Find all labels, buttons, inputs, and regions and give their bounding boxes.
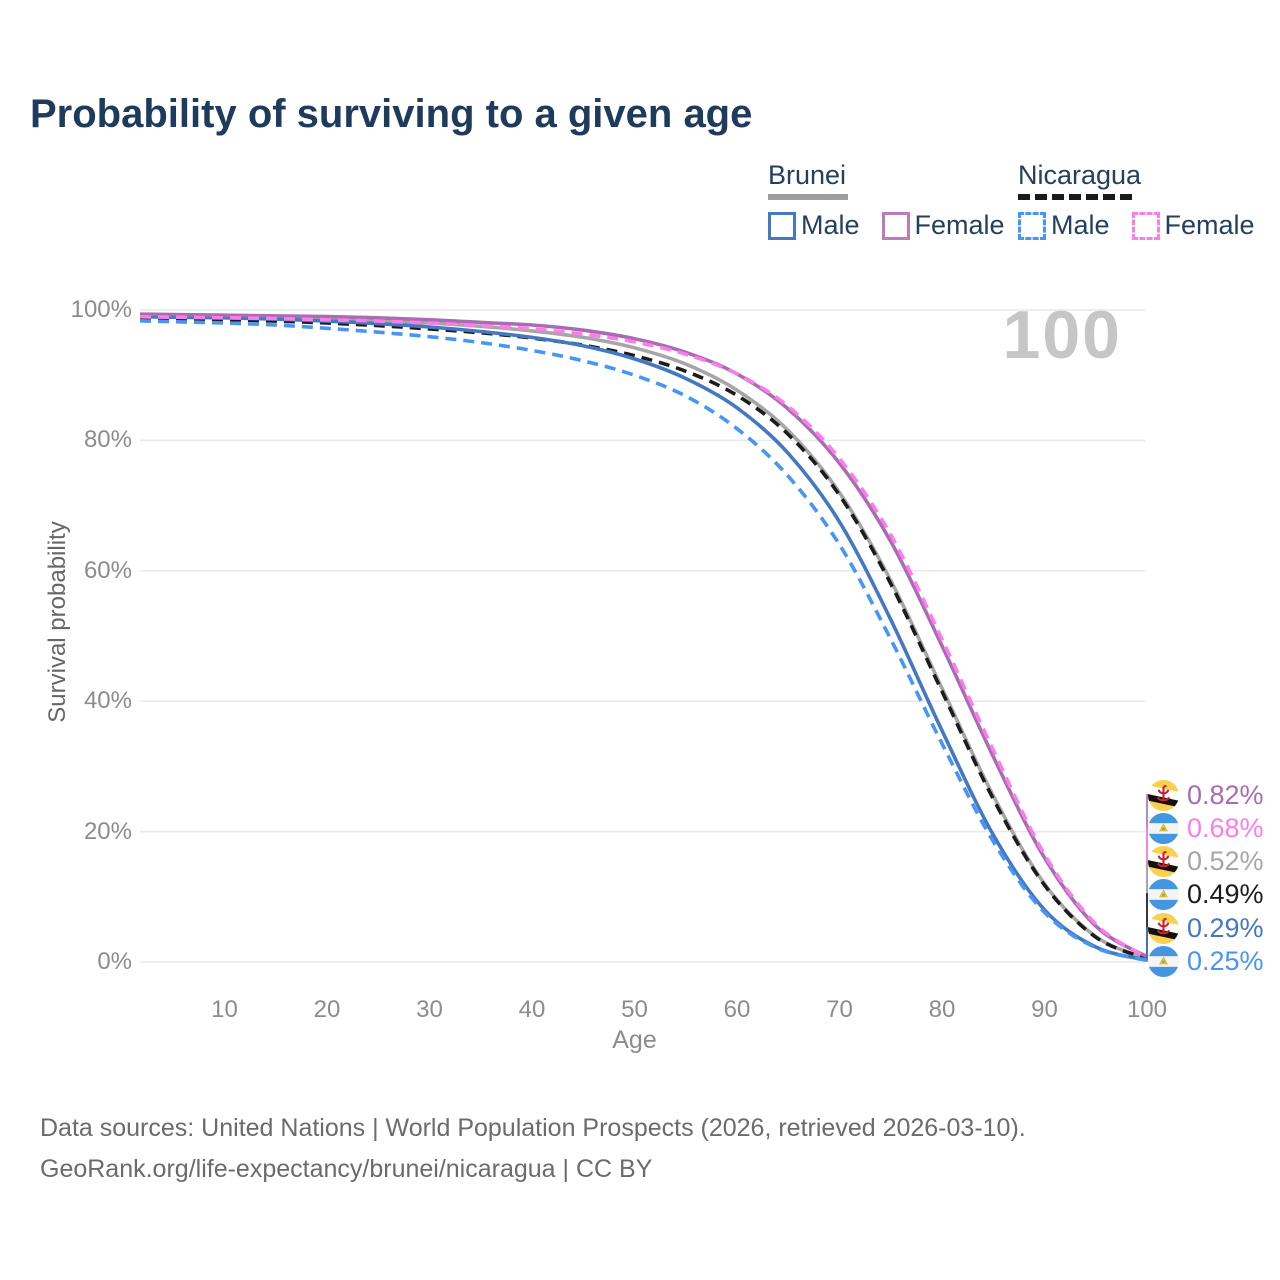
- end-label-brunei-all: 0.52%: [1148, 845, 1264, 877]
- y-tick-label: 40%: [83, 687, 132, 715]
- x-axis-title: Age: [612, 1026, 657, 1054]
- end-label-value: 0.29%: [1187, 912, 1264, 943]
- series-line-brunei-all: [140, 313, 1148, 961]
- y-tick-label: 100%: [70, 296, 132, 323]
- y-tick-label: 20%: [83, 817, 132, 845]
- x-tick-label: 40: [518, 996, 546, 1023]
- end-label-value: 0.52%: [1187, 845, 1264, 876]
- legend-label-nicaragua-female[interactable]: Female: [1164, 210, 1255, 240]
- legend-country-nicaragua: Nicaragua: [1018, 160, 1142, 190]
- series-line-nicaragua-female: [140, 314, 1148, 960]
- x-tick-label: 30: [416, 996, 443, 1023]
- end-label-brunei-female: 0.82%: [1148, 779, 1264, 811]
- nicaragua-flag-icon: [1148, 812, 1179, 844]
- nicaragua-flag-icon: [1148, 878, 1179, 910]
- x-tick-label: 50: [621, 996, 648, 1023]
- end-label-value: 0.25%: [1187, 945, 1264, 976]
- chart-title: Probability of surviving to a given age: [30, 92, 753, 136]
- legend-country-brunei: Brunei: [768, 160, 847, 190]
- end-label-value: 0.49%: [1187, 878, 1264, 909]
- footer-attribution: GeoRank.org/life-expectancy/brunei/nicar…: [40, 1155, 653, 1183]
- series-line-nicaragua-male: [140, 319, 1148, 963]
- legend-swatch-nicaragua-male[interactable]: [1018, 211, 1046, 240]
- series-line-brunei-male: [140, 314, 1148, 962]
- legend-label-brunei-male[interactable]: Male: [801, 210, 860, 240]
- x-tick-label: 20: [313, 996, 341, 1023]
- brunei-solid-line-swatch: [768, 194, 848, 200]
- series-line-brunei-female: [140, 312, 1148, 959]
- end-label-nicaragua-female: 0.68%: [1148, 812, 1264, 844]
- legend-group-nicaragua: Nicaragua Male Female: [1018, 160, 1277, 241]
- y-axis-title: Survival probability: [44, 521, 71, 723]
- footer: Data sources: United Nations | World Pop…: [40, 1108, 1026, 1190]
- x-tick-label: 80: [928, 996, 956, 1023]
- brunei-flag-icon: [1148, 845, 1179, 877]
- x-tick-label: 70: [826, 996, 853, 1023]
- nicaragua-flag-icon: [1148, 945, 1179, 977]
- x-tick-label: 100: [1126, 996, 1168, 1023]
- y-tick-label: 80%: [83, 426, 132, 454]
- end-label-value: 0.82%: [1187, 779, 1264, 810]
- x-tick-label: 10: [211, 996, 238, 1023]
- y-tick-label: 60%: [83, 556, 132, 584]
- end-label-nicaragua-male: 0.25%: [1148, 945, 1264, 977]
- y-tick-label: 0%: [97, 948, 132, 975]
- legend-swatch-brunei-female[interactable]: [881, 211, 910, 240]
- brunei-flag-icon: [1148, 912, 1179, 944]
- end-label-brunei-male: 0.29%: [1148, 912, 1264, 944]
- legend-swatch-nicaragua-female[interactable]: [1131, 211, 1160, 240]
- legend-label-brunei-female[interactable]: Female: [914, 210, 1005, 240]
- legend-group-brunei: Brunei Male Female: [768, 160, 1027, 241]
- nicaragua-dashed-line-swatch: [1018, 194, 1132, 200]
- legend-swatch-brunei-male[interactable]: [768, 211, 796, 240]
- brunei-flag-icon: [1148, 779, 1179, 811]
- x-tick-label: 90: [1031, 996, 1058, 1023]
- x-tick-label: 60: [723, 996, 751, 1023]
- end-label-value: 0.68%: [1187, 812, 1264, 843]
- footer-data-sources: Data sources: United Nations | World Pop…: [40, 1114, 1026, 1142]
- series-line-nicaragua-all: [140, 316, 1148, 961]
- legend-label-nicaragua-male[interactable]: Male: [1051, 210, 1110, 240]
- end-label-nicaragua-all: 0.49%: [1148, 878, 1264, 910]
